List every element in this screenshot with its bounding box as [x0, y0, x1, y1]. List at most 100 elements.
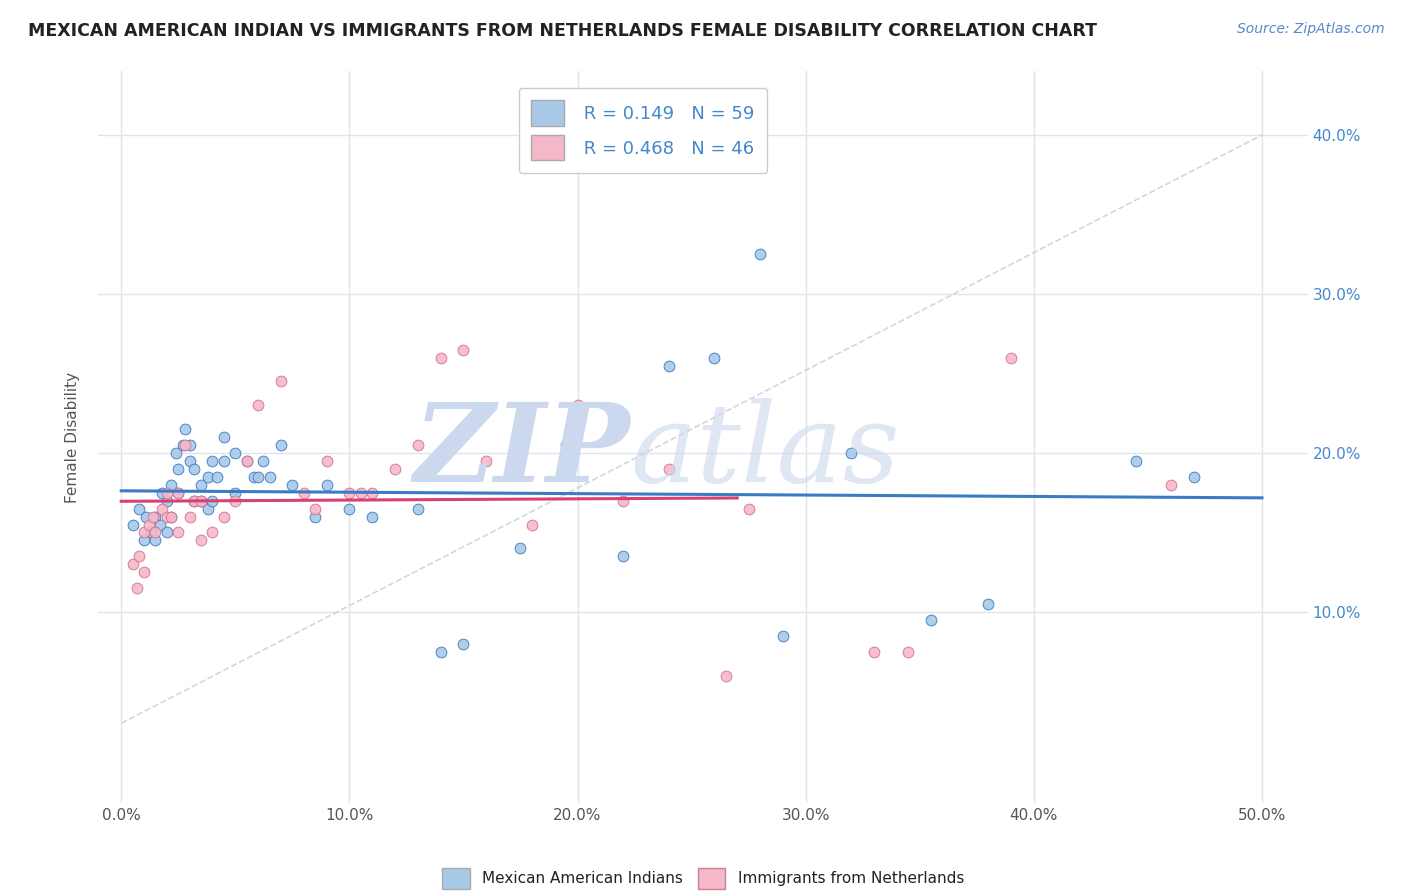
Point: [453, 343, 475, 357]
Point: [612, 493, 634, 508]
Point: [714, 668, 737, 682]
Point: [179, 509, 201, 524]
Point: [315, 477, 337, 491]
Point: [270, 438, 292, 452]
Point: [406, 438, 429, 452]
Point: [121, 517, 143, 532]
Point: [224, 446, 246, 460]
Point: [190, 493, 212, 508]
Point: [658, 359, 681, 373]
Point: [475, 454, 498, 468]
Point: [337, 485, 360, 500]
Point: [127, 581, 149, 595]
Point: [172, 438, 194, 452]
Point: [156, 485, 179, 500]
Point: [174, 422, 197, 436]
Text: atlas: atlas: [630, 398, 900, 506]
Point: [183, 493, 205, 508]
Point: [201, 454, 224, 468]
Point: [304, 509, 326, 524]
Point: [128, 501, 150, 516]
Point: [160, 509, 183, 524]
Point: [132, 566, 155, 580]
Point: [183, 493, 205, 508]
Point: [1000, 351, 1022, 365]
Point: [406, 501, 429, 516]
Point: [174, 438, 197, 452]
Point: [555, 438, 578, 452]
Point: [429, 645, 451, 659]
Point: [772, 629, 794, 643]
Point: [1160, 477, 1182, 491]
Point: [165, 446, 187, 460]
Point: [350, 485, 373, 500]
Point: [520, 517, 543, 532]
Point: [183, 462, 205, 476]
Point: [201, 525, 224, 540]
Point: [167, 525, 190, 540]
Point: [150, 501, 173, 516]
Text: MEXICAN AMERICAN INDIAN VS IMMIGRANTS FROM NETHERLANDS FEMALE DISABILITY CORRELA: MEXICAN AMERICAN INDIAN VS IMMIGRANTS FR…: [28, 22, 1097, 40]
Point: [132, 533, 155, 548]
Point: [179, 438, 201, 452]
Point: [160, 509, 183, 524]
Point: [337, 501, 360, 516]
Point: [149, 517, 172, 532]
Point: [292, 485, 315, 500]
Point: [920, 613, 942, 627]
Point: [1182, 470, 1205, 484]
Point: [135, 509, 157, 524]
Point: [567, 398, 589, 412]
Point: [361, 509, 384, 524]
Point: [1125, 454, 1147, 468]
Point: [197, 470, 219, 484]
Point: [212, 509, 235, 524]
Point: [132, 525, 155, 540]
Point: [142, 509, 165, 524]
Point: [201, 493, 224, 508]
Point: [897, 645, 920, 659]
Point: [863, 645, 886, 659]
Point: [121, 558, 143, 572]
Point: [224, 485, 246, 500]
Point: [190, 477, 212, 491]
Point: [156, 525, 179, 540]
Point: [145, 525, 167, 540]
Point: [145, 533, 167, 548]
Point: [247, 398, 270, 412]
Point: [139, 525, 162, 540]
Point: [281, 477, 304, 491]
Point: [167, 485, 190, 500]
Point: [190, 533, 212, 548]
Point: [270, 375, 292, 389]
Point: [235, 454, 257, 468]
Point: [658, 462, 681, 476]
Text: ZIP: ZIP: [413, 398, 630, 506]
Point: [247, 470, 270, 484]
Text: Source: ZipAtlas.com: Source: ZipAtlas.com: [1237, 22, 1385, 37]
Point: [167, 462, 190, 476]
Point: [304, 501, 326, 516]
Point: [190, 493, 212, 508]
Point: [167, 485, 190, 500]
Point: [977, 597, 1000, 611]
Point: [737, 501, 759, 516]
Point: [242, 470, 264, 484]
Point: [384, 462, 406, 476]
Point: [612, 549, 634, 564]
Point: [224, 493, 246, 508]
Legend: Mexican American Indians, Immigrants from Netherlands: Mexican American Indians, Immigrants fro…: [436, 862, 970, 892]
Point: [749, 247, 772, 261]
Point: [212, 430, 235, 444]
Point: [197, 501, 219, 516]
Point: [156, 493, 179, 508]
Point: [509, 541, 531, 556]
Point: [315, 454, 337, 468]
Point: [150, 485, 173, 500]
Y-axis label: Female Disability: Female Disability: [65, 371, 80, 503]
Point: [429, 351, 451, 365]
Point: [361, 485, 384, 500]
Point: [259, 470, 281, 484]
Point: [128, 549, 150, 564]
Point: [212, 454, 235, 468]
